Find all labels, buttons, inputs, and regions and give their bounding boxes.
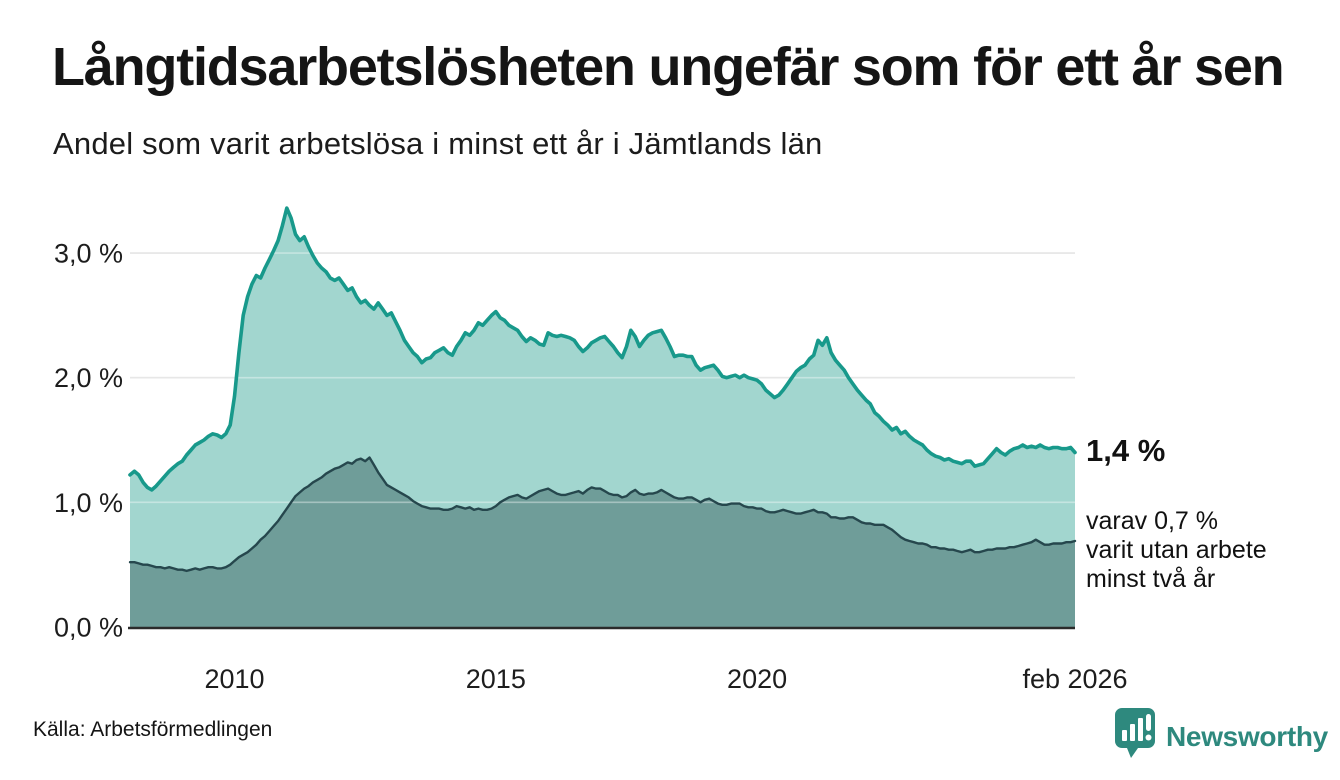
y-tick-label: 1,0 % [54, 488, 123, 518]
x-tick-label: 2010 [204, 664, 264, 694]
y-tick-label: 0,0 % [54, 613, 123, 643]
end-detail-line-1: varav 0,7 % [1086, 507, 1219, 535]
y-tick-label: 2,0 % [54, 363, 123, 393]
x-tick-label: 2020 [727, 664, 787, 694]
end-detail-label: varav 0,7 % varit utan arbete minst två … [1086, 507, 1267, 594]
logo-exclamation-stem [1146, 714, 1151, 731]
newsworthy-logo: Newsworthy [1113, 706, 1328, 760]
newsworthy-logo-text: Newsworthy [1166, 721, 1328, 752]
logo-bar-1 [1122, 730, 1127, 741]
x-tick-label: 2015 [466, 664, 526, 694]
y-tick-label: 3,0 % [54, 239, 123, 269]
end-detail-line-2: varit utan arbete [1086, 536, 1267, 564]
end-detail-line-3: minst två år [1086, 565, 1216, 593]
line-min-two-years [128, 456, 1077, 573]
area-min-two-years [130, 457, 1075, 627]
logo-bar-2 [1130, 724, 1135, 741]
newsworthy-logo-icon [1115, 708, 1155, 758]
page-subtitle: Andel som varit arbetslösa i minst ett å… [53, 126, 823, 161]
x-tick-label: feb 2026 [1022, 664, 1127, 694]
logo-exclamation-dot [1145, 734, 1152, 741]
logo-bar-3 [1138, 718, 1143, 741]
page-title: Långtidsarbetslösheten ungefär som för e… [52, 37, 1285, 97]
line-min-one-year [128, 206, 1077, 492]
source-credit: Källa: Arbetsförmedlingen [33, 718, 273, 741]
end-value-label: 1,4 % [1086, 433, 1166, 468]
